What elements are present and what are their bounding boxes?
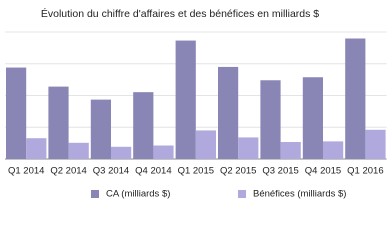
chart: Évolution du chiffre d'affaires et des b… <box>5 7 387 200</box>
bar <box>345 38 366 159</box>
bar <box>175 40 196 160</box>
legend-label: CA (milliards $) <box>106 189 170 200</box>
legend-swatch <box>238 190 246 198</box>
bar <box>218 66 239 159</box>
x-tick-label: Q2 2015 <box>220 166 256 177</box>
bar <box>280 142 301 159</box>
chart-title: Évolution du chiffre d'affaires et des b… <box>41 7 319 20</box>
x-tick-label: Q4 2015 <box>305 166 341 177</box>
bar <box>323 141 344 159</box>
bar <box>195 130 216 159</box>
bar <box>26 138 47 159</box>
x-tick-label: Q4 2014 <box>135 166 171 177</box>
x-tick-label: Q1 2014 <box>8 166 44 177</box>
bar <box>48 86 69 159</box>
x-tick-label: Q3 2014 <box>93 166 129 177</box>
bar <box>68 142 89 159</box>
x-tick-label: Q1 2015 <box>178 166 214 177</box>
x-tick-label: Q1 2016 <box>347 166 383 177</box>
bar <box>90 99 111 159</box>
bar <box>238 137 259 159</box>
bar <box>6 67 27 159</box>
bar <box>133 92 154 159</box>
bar <box>302 77 323 159</box>
legend-label: Bénéfices (milliards $) <box>253 189 346 200</box>
x-tick-label: Q3 2015 <box>262 166 298 177</box>
bar <box>153 145 174 159</box>
bar <box>365 129 386 159</box>
x-tick-label: Q2 2014 <box>50 166 86 177</box>
legend-swatch <box>91 190 99 198</box>
bar <box>260 80 281 159</box>
bar <box>111 146 132 159</box>
